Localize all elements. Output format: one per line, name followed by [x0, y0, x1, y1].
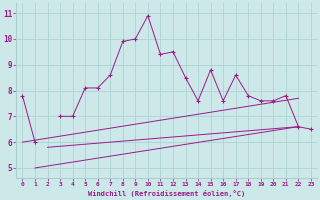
X-axis label: Windchill (Refroidissement éolien,°C): Windchill (Refroidissement éolien,°C)	[88, 190, 245, 197]
